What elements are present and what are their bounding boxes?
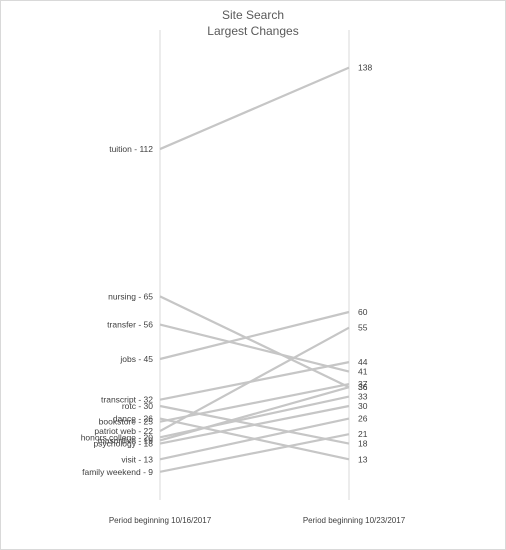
right-data-label: 36 — [358, 382, 368, 392]
left-data-label: dance - 26 — [113, 414, 153, 424]
right-data-label: 26 — [358, 414, 368, 424]
series-line-patriot-web — [159, 326, 350, 433]
left-data-label: honors college - 20 — [81, 432, 154, 442]
series-line-bookstore — [159, 382, 350, 423]
right-data-label: 37 — [358, 379, 368, 389]
left-data-label: family weekend - 9 — [82, 467, 153, 477]
right-data-label: 36 — [358, 382, 368, 392]
category-label-left: Period beginning 10/16/2017 — [109, 516, 212, 525]
chart-title: Site Search — [222, 8, 284, 22]
right-data-label: 138 — [358, 63, 372, 73]
series-line-family-weekend — [159, 433, 350, 473]
left-data-label: patriot web - 22 — [94, 426, 153, 436]
series-line-nursing — [159, 295, 350, 389]
left-data-label: rotc - 30 — [122, 401, 153, 411]
right-data-label: 21 — [358, 429, 368, 439]
right-data-label: 33 — [358, 392, 368, 402]
series-line-transcript — [159, 361, 350, 401]
left-data-label: transfer - 56 — [107, 320, 153, 330]
series-line-masonlive — [159, 386, 350, 442]
series-line-transfer — [159, 323, 350, 373]
left-data-label: psychology - 18 — [93, 439, 153, 449]
left-data-label: bookstore - 25 — [99, 417, 154, 427]
left-data-label: transcript - 32 — [101, 395, 153, 405]
left-data-label: jobs - 45 — [119, 354, 153, 364]
right-data-label: 44 — [358, 357, 368, 367]
right-data-label: 18 — [358, 439, 368, 449]
left-data-label: tuition - 112 — [109, 144, 153, 154]
chart-subtitle: Largest Changes — [207, 24, 298, 38]
series-line-tuition — [159, 66, 350, 151]
left-data-label: masonlive - 19 — [98, 435, 154, 445]
right-data-label: 55 — [358, 323, 368, 333]
left-data-label: visit - 13 — [121, 454, 153, 464]
right-data-label: 41 — [358, 367, 368, 377]
right-data-label: 60 — [358, 307, 368, 317]
right-data-label: 13 — [358, 454, 368, 464]
series-line-psychology — [159, 404, 350, 445]
left-data-label: nursing - 65 — [108, 291, 153, 301]
series-group: tuition - 112 138 nursing - 65 36 transfer -… — [81, 63, 373, 477]
series-line-jobs — [159, 310, 350, 361]
series-line-visit — [159, 417, 350, 461]
category-label-right: Period beginning 10/23/2017 — [303, 516, 406, 525]
right-data-label: 30 — [358, 401, 368, 411]
